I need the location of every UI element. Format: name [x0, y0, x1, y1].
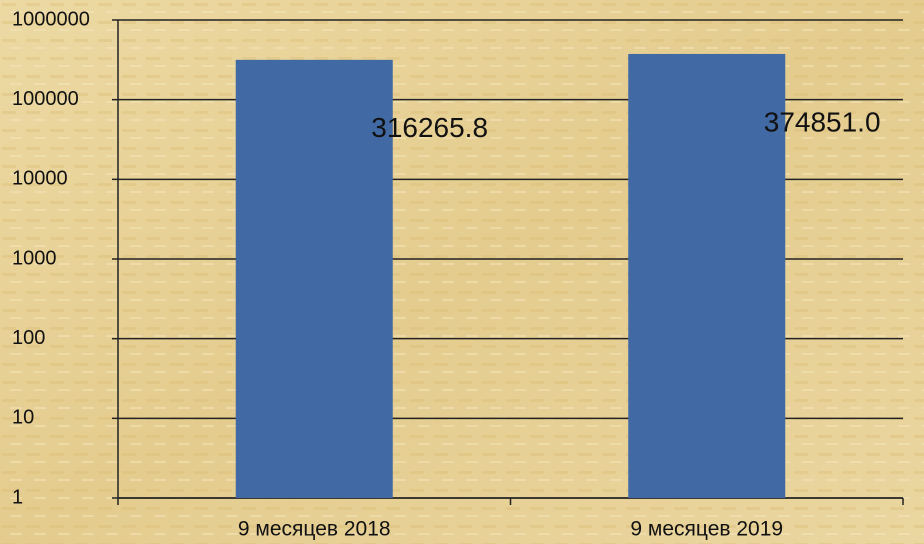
y-tick-label: 1000000 [12, 8, 90, 30]
y-tick-label: 10 [12, 407, 34, 429]
data-label: 316265.8 [371, 112, 488, 143]
y-tick-label: 100 [12, 327, 45, 349]
x-tick-label: 9 месяцев 2018 [238, 518, 391, 541]
y-tick-label: 10000 [12, 168, 68, 190]
bar [628, 53, 786, 499]
y-tick-label: 1 [12, 486, 23, 508]
bar [235, 59, 393, 499]
data-label: 374851.0 [764, 106, 881, 137]
x-tick-label: 9 месяцев 2019 [630, 518, 783, 541]
y-tick-label: 100000 [12, 88, 79, 110]
y-tick-label: 1000 [12, 247, 57, 269]
